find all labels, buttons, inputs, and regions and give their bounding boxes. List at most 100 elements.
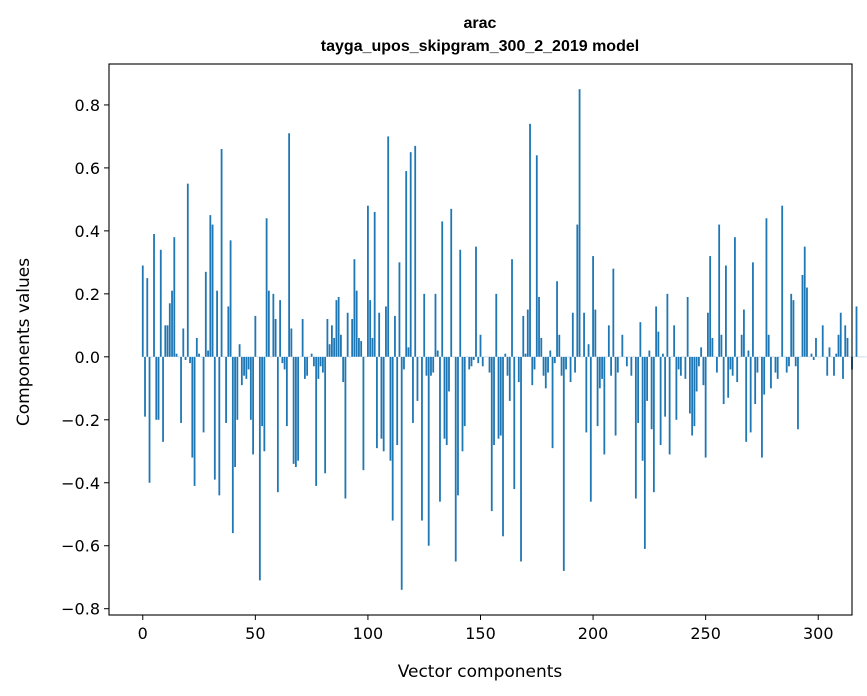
- bar: [725, 265, 727, 357]
- bar: [310, 353, 313, 357]
- bar: [472, 356, 475, 360]
- bar: [844, 325, 847, 357]
- bar: [529, 123, 531, 357]
- bar: [238, 344, 241, 357]
- bar: [448, 356, 450, 392]
- bar: [524, 353, 527, 357]
- bar: [202, 356, 205, 433]
- bar: [195, 337, 198, 357]
- bar: [513, 356, 516, 490]
- bar: [765, 218, 768, 357]
- bar: [225, 356, 227, 423]
- bar: [684, 356, 687, 379]
- bar: [481, 356, 484, 367]
- bar: [294, 356, 297, 468]
- bar: [209, 215, 212, 357]
- bar: [391, 356, 394, 521]
- bar: [497, 356, 500, 439]
- bar: [331, 325, 333, 357]
- bar: [290, 328, 293, 357]
- bar: [283, 356, 286, 370]
- bar: [373, 211, 376, 357]
- bar: [315, 356, 318, 486]
- bar: [754, 356, 757, 405]
- bar: [659, 356, 662, 445]
- bar: [553, 356, 556, 364]
- bar: [490, 356, 493, 512]
- bar: [434, 293, 437, 357]
- bar: [691, 356, 694, 436]
- bar: [398, 262, 401, 357]
- bar: [421, 356, 423, 521]
- bar: [646, 356, 649, 401]
- bar: [157, 356, 160, 420]
- bar: [459, 249, 462, 357]
- bar: [565, 356, 567, 370]
- x-tick-label: 250: [690, 624, 721, 643]
- bar: [641, 356, 644, 461]
- bar: [747, 350, 750, 357]
- bar: [457, 356, 459, 496]
- bar: [542, 356, 545, 376]
- bar: [342, 356, 345, 383]
- bar: [382, 356, 385, 452]
- bar: [677, 356, 680, 370]
- bar: [576, 224, 579, 357]
- bar: [369, 300, 372, 357]
- bar: [243, 356, 245, 376]
- bar: [837, 334, 840, 357]
- bar: [337, 296, 340, 357]
- bar: [569, 356, 572, 383]
- bar: [285, 356, 288, 427]
- bar: [281, 356, 284, 364]
- bar: [144, 356, 146, 417]
- bar: [416, 356, 419, 401]
- bar: [688, 356, 691, 414]
- y-tick-label: 0.6: [75, 159, 100, 178]
- bar: [661, 353, 664, 357]
- bar: [551, 356, 554, 449]
- bar: [191, 356, 194, 458]
- bar: [693, 356, 696, 427]
- bar: [815, 337, 817, 357]
- bar: [603, 356, 606, 455]
- y-axis-label: Components values: [14, 258, 34, 426]
- bar: [184, 356, 187, 360]
- bar: [240, 356, 243, 386]
- bar: [153, 234, 155, 357]
- bar: [220, 149, 223, 357]
- bar: [376, 356, 378, 449]
- bar: [346, 312, 349, 357]
- bar: [493, 356, 495, 445]
- x-tick-label: 0: [138, 624, 148, 643]
- bar: [297, 356, 300, 461]
- bar: [166, 325, 169, 357]
- bar: [763, 356, 766, 395]
- bar: [216, 290, 218, 357]
- bar: [254, 315, 257, 357]
- bar: [810, 353, 813, 357]
- bar: [839, 312, 842, 357]
- bar: [186, 183, 189, 357]
- bar: [745, 356, 748, 442]
- bar: [587, 344, 590, 357]
- bar: [231, 356, 234, 534]
- plot-frame: [108, 63, 853, 616]
- bar: [535, 155, 538, 357]
- bar: [571, 312, 574, 357]
- bar: [698, 356, 700, 367]
- bar: [414, 145, 417, 357]
- bar: [790, 293, 793, 357]
- bar: [427, 356, 430, 546]
- bar: [218, 356, 221, 496]
- bar: [204, 271, 207, 357]
- bar: [776, 356, 779, 379]
- bar: [430, 356, 432, 376]
- bar: [801, 274, 804, 357]
- bar: [828, 347, 831, 357]
- bar: [441, 221, 444, 357]
- bar: [229, 240, 232, 357]
- bar: [675, 356, 678, 420]
- bar: [767, 334, 770, 357]
- bar: [556, 281, 558, 357]
